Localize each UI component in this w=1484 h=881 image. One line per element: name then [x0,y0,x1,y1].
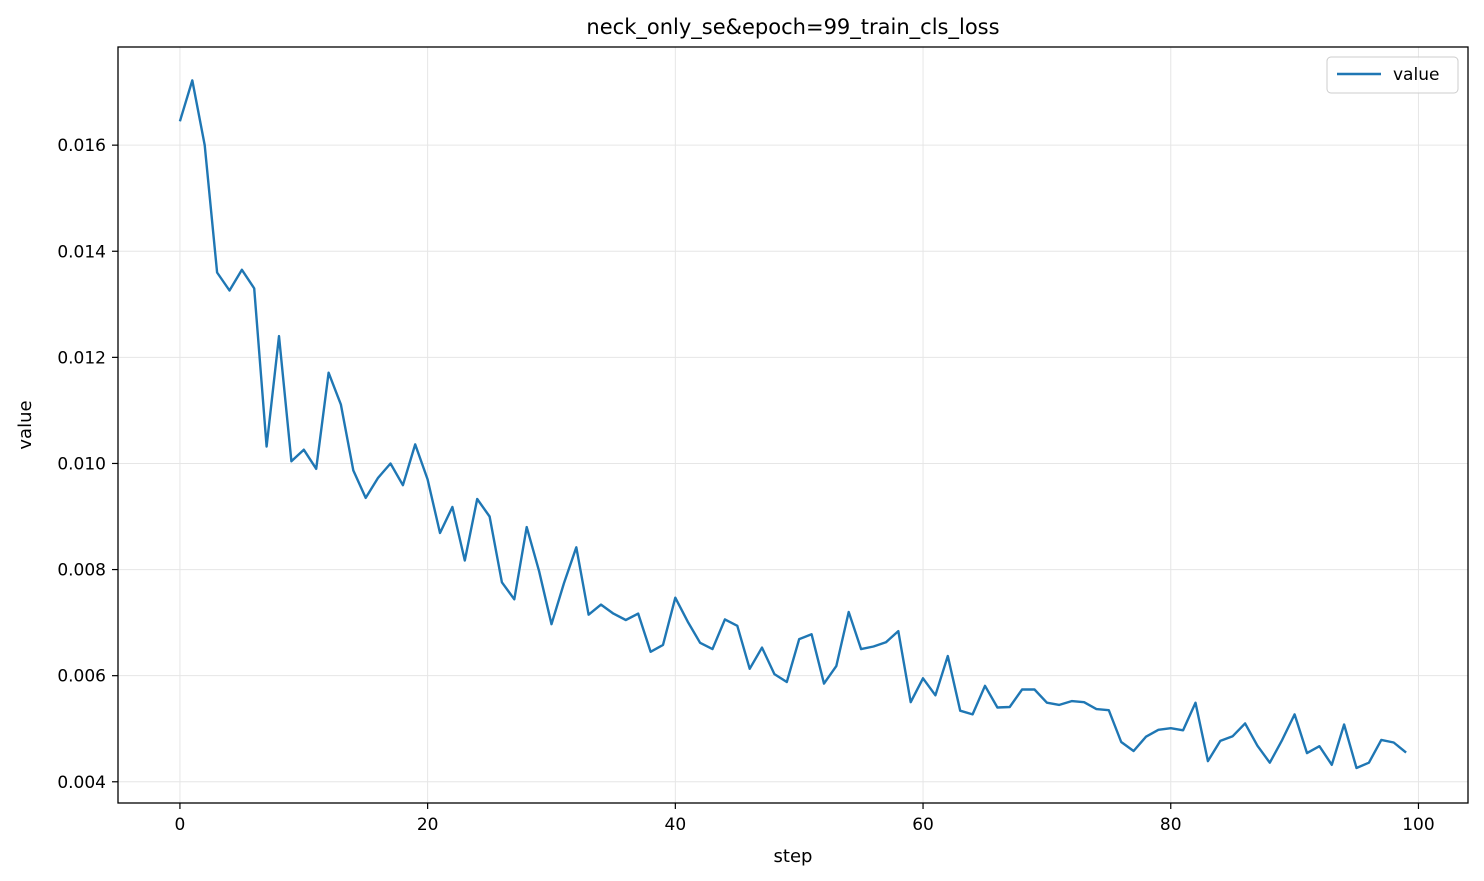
y-tick-label: 0.006 [57,667,106,687]
series-layer [178,79,1407,770]
x-axis: 0 20 40 60 80 100 [175,803,1435,835]
legend-box [1326,56,1459,94]
grid-lines [118,47,1468,803]
y-tick-label: 0.014 [57,242,106,262]
series-line-value [178,79,1407,770]
x-tick-label: 20 [417,815,439,835]
y-tick-label: 0.004 [57,773,106,793]
x-axis-label: step [774,846,813,867]
y-tick-label: 0.010 [57,454,106,474]
y-tick-label: 0.016 [57,136,106,156]
y-axis: 0.004 0.006 0.008 0.010 0.012 0.014 0.016 [57,136,118,793]
x-tick-label: 40 [665,815,687,835]
y-tick-label: 0.008 [57,561,106,581]
y-axis-label: value [15,400,36,449]
chart-title: neck_only_se&epoch=99_train_cls_loss [586,15,999,40]
legend: value [1326,56,1459,94]
legend-label: value [1393,65,1439,85]
x-tick-label: 100 [1402,815,1434,835]
plot-frame [117,46,1469,804]
y-tick-label: 0.012 [57,348,106,368]
x-tick-label: 60 [912,815,934,835]
x-tick-label: 0 [175,815,186,835]
x-tick-label: 80 [1160,815,1182,835]
